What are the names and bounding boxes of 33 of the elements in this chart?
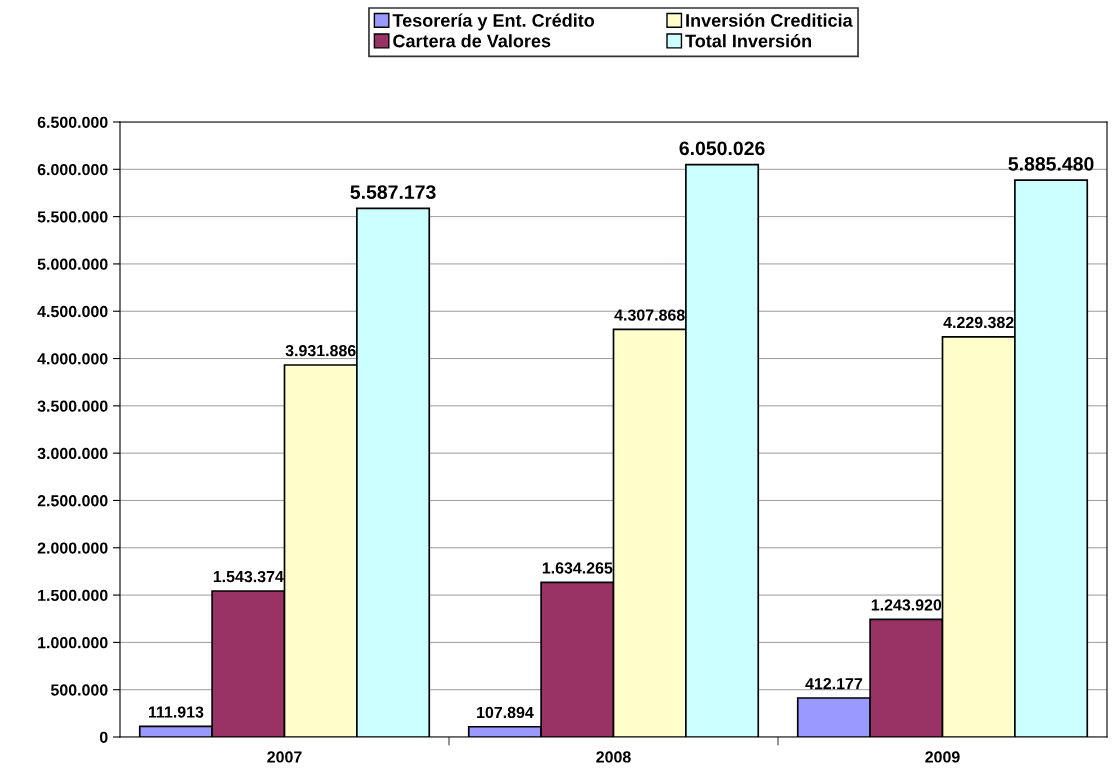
data-label: 6.050.026: [679, 141, 765, 156]
data-label: 5.885.480: [1008, 156, 1094, 171]
y-tick-label: 4.000.000: [37, 353, 108, 365]
y-tick-label: 0: [99, 731, 108, 743]
data-label: 111.913: [148, 706, 204, 718]
y-tick-label: 4.500.000: [37, 305, 108, 318]
y-tick-label: 1.000.000: [38, 637, 108, 649]
legend-label: Inversión Crediticia: [686, 13, 853, 27]
x-tick-label: 2008: [596, 751, 631, 763]
y-tick-label: 500.000: [50, 684, 108, 696]
data-label: 1.243.920: [871, 599, 942, 611]
y-tick-label: 5.000.000: [37, 258, 108, 270]
legend-label: Cartera de Valores: [393, 34, 551, 48]
data-label: 4.229.382: [943, 316, 1014, 329]
data-label: 3.931.886: [285, 344, 356, 357]
data-label: 412.177: [805, 677, 863, 690]
y-tick-label: 1.500.000: [38, 589, 108, 602]
data-label: 1.543.374: [213, 570, 284, 583]
y-tick-label: 6.000.000: [37, 163, 108, 176]
y-tick-label: 2.000.000: [37, 542, 108, 554]
data-label: 5.587.173: [350, 185, 436, 199]
y-tick-label: 5.500.000: [37, 211, 108, 223]
x-tick-label: 2009: [925, 751, 960, 763]
y-tick-label: 3.500.000: [37, 400, 108, 412]
x-tick-label: 2007: [267, 751, 302, 763]
y-tick-label: 3.000.000: [37, 447, 108, 460]
data-label: 1.634.265: [542, 562, 613, 574]
legend-label: Tesorería y Ent. Crédito: [392, 13, 595, 31]
y-tick-label: 2.500.000: [37, 495, 108, 507]
legend-label: Total Inversión: [685, 33, 812, 48]
y-tick-label: 6.500.000: [37, 116, 108, 128]
data-label: 4.307.868: [614, 309, 685, 321]
data-label: 107.894: [477, 706, 534, 719]
